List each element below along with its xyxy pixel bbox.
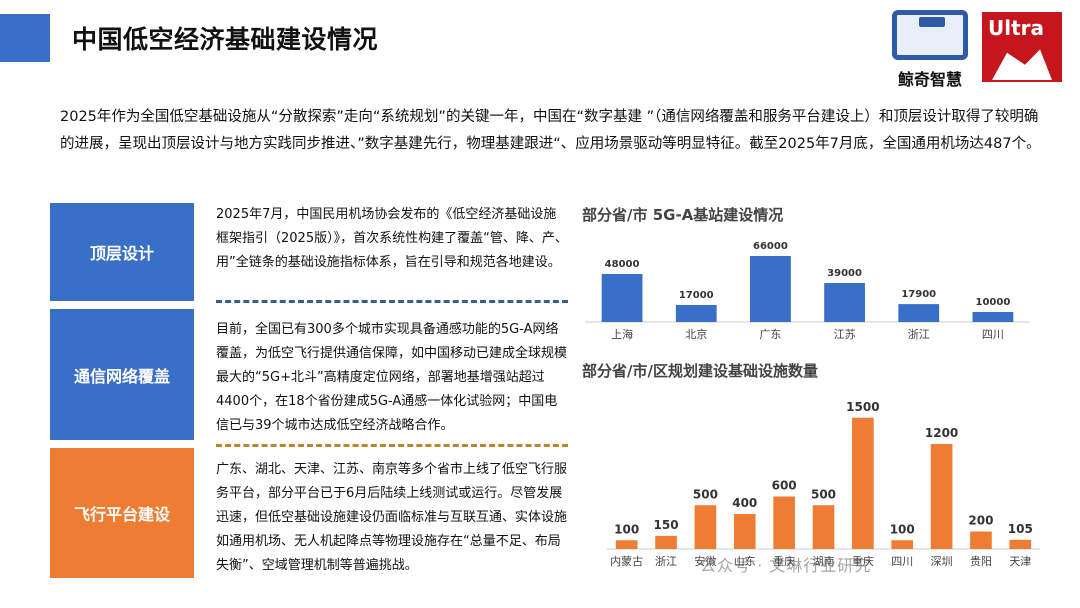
bar <box>615 540 638 549</box>
data-label: 400 <box>732 496 757 510</box>
bar <box>824 283 865 322</box>
tick-label: 四川 <box>891 555 913 568</box>
bar <box>972 312 1014 322</box>
data-label: 1500 <box>846 400 879 414</box>
tick-label: 重庆 <box>852 554 874 568</box>
section-label-platform: 飞行平台建设 <box>50 448 194 578</box>
bar <box>655 535 677 549</box>
tick-label: 安徽 <box>694 554 716 568</box>
data-label: 105 <box>1008 522 1033 536</box>
tick-label: 山东 <box>734 555 756 568</box>
section-label-network: 通信网络覆盖 <box>50 309 194 440</box>
data-label: 48000 <box>605 259 640 270</box>
tick-label: 浙江 <box>908 328 930 341</box>
data-label: 39000 <box>827 268 862 279</box>
section-text-top-design: 2025年7月，中国民用机场协会发布的《低空经济基础设施框架指引（2025版）》… <box>216 207 568 270</box>
tick-label: 重庆 <box>773 554 795 568</box>
jingqi-logo-icon <box>892 10 968 60</box>
bar <box>773 496 795 549</box>
tick-label: 贵阳 <box>970 555 992 568</box>
tick-label: 湖南 <box>813 555 835 568</box>
bar <box>694 505 717 549</box>
data-label: 100 <box>890 522 915 536</box>
section-divider <box>216 300 568 303</box>
tick-label: 天津 <box>1009 555 1031 568</box>
intro-paragraph: 2025年作为全国低空基础设施从“分散探索”走向“系统规划”的关键一年，中国在“… <box>60 109 1041 152</box>
bar <box>675 305 717 322</box>
data-label: 17900 <box>901 289 936 300</box>
data-label: 66000 <box>753 241 788 252</box>
bar <box>733 514 756 549</box>
data-label: 17000 <box>679 290 714 301</box>
jingqi-logo: 鲸奇智慧 <box>884 8 976 89</box>
section-label-top-design: 顶层设计 <box>50 203 194 301</box>
ultra-logo-text: Ultra <box>988 16 1045 40</box>
bar <box>852 417 874 549</box>
bar <box>898 304 940 322</box>
data-label: 100 <box>614 522 639 536</box>
data-label: 500 <box>811 487 836 501</box>
data-label: 500 <box>693 487 718 501</box>
data-label: 600 <box>772 479 797 493</box>
watermark: 公众号 · 文琳行业研究 <box>700 556 872 575</box>
jingqi-logo-text: 鲸奇智慧 <box>897 70 962 89</box>
data-label: 200 <box>968 514 993 528</box>
section-text-network: 目前，全国已有300多个城市实现具备通感功能的5G-A网络覆盖，为低空飞行提供通… <box>216 322 568 433</box>
chart-title-5g: 部分省/市 5G-A基站建设情况 <box>582 206 784 224</box>
page-title: 中国低空经济基础建设情况 <box>72 25 379 54</box>
chart-title-infrastructure: 部分省/市/区规划建设基础设施数量 <box>582 362 818 380</box>
bar <box>1009 539 1032 549</box>
bar <box>970 531 992 549</box>
tick-label: 深圳 <box>931 555 953 568</box>
tick-label: 上海 <box>611 327 633 341</box>
data-label: 150 <box>654 518 679 532</box>
tick-label: 江苏 <box>834 328 856 341</box>
bar <box>750 256 791 322</box>
bar <box>891 540 914 549</box>
section-divider <box>216 444 568 447</box>
bar <box>812 505 835 549</box>
data-label: 10000 <box>976 297 1011 308</box>
bar <box>930 444 953 549</box>
bar <box>601 274 643 322</box>
tick-label: 广东 <box>759 328 781 341</box>
data-label: 1200 <box>925 426 958 440</box>
tick-label: 北京 <box>685 327 707 341</box>
section-text-platform: 广东、湖北、天津、江苏、南京等多个省市上线了低空飞行服务平台，部分平台已于6月后… <box>216 462 568 573</box>
tick-label: 浙江 <box>655 555 677 568</box>
tick-label: 四川 <box>982 328 1004 341</box>
tick-label: 内蒙古 <box>610 554 643 568</box>
ultra-logo: Ultra <box>982 12 1062 82</box>
title-accent-bar <box>0 14 50 62</box>
